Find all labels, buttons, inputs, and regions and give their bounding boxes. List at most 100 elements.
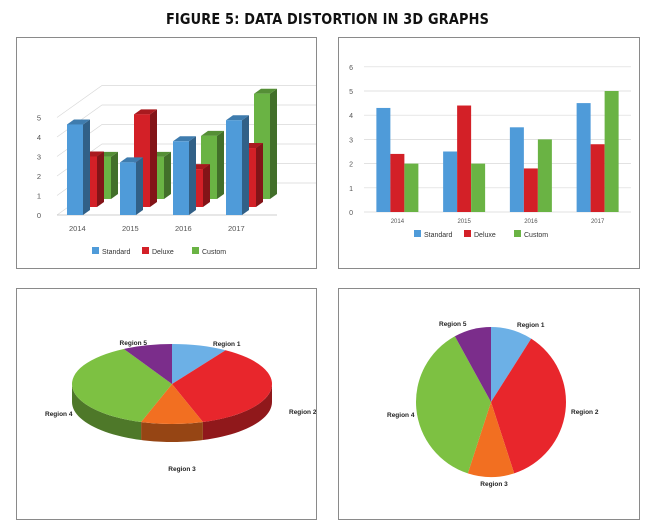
bar-top (67, 119, 90, 125)
legend-swatch-standard (92, 247, 99, 254)
bar-side (217, 130, 224, 199)
x-tick-label: 2016 (175, 224, 192, 233)
y-tick-label: 0 (349, 210, 353, 217)
slice-region-2 (491, 338, 566, 474)
legend-swatch-standard (414, 230, 421, 237)
y-tick-label: 4 (349, 113, 353, 120)
y-tick-label: 2 (37, 172, 41, 181)
3d-pie-chart: Region 1 Region 2 Region 3 Region 4 Region 5 (45, 340, 316, 473)
x-tick-label: 2014 (391, 219, 405, 225)
bar-side (270, 88, 277, 199)
bar-front (67, 124, 83, 215)
slice-label-region-1: Region 1 (213, 341, 241, 348)
bar-standard-2014 (67, 119, 90, 215)
slice-region-1 (491, 327, 532, 402)
bar-top (120, 157, 143, 163)
slice-region-2 (172, 350, 273, 423)
bar-side (83, 119, 90, 215)
slice-region-4 (416, 336, 491, 474)
3d-bar-chart: 0 1 2 3 4 5 2014 2015 2016 2017 Standard Deluxe Cust… (37, 85, 316, 256)
slice-label-region-2: Region 2 (571, 409, 599, 416)
bar-standard-2016 (509, 127, 524, 212)
slice-label-region-2: Region 2 (289, 409, 316, 416)
bar-side (136, 157, 143, 215)
x-tick-label: 2017 (228, 224, 245, 233)
bar-front (226, 120, 242, 215)
bar-standard-2015 (120, 157, 143, 215)
slice-label-region-4: Region 4 (387, 412, 415, 419)
bar-side (203, 164, 210, 207)
panel-2d-pie-chart: Region 1 Region 2 Region 3 Region 4 Region 5 (338, 288, 640, 520)
y-tick-label: 1 (349, 186, 353, 193)
slice-region-4 (71, 348, 172, 423)
bar-side (256, 143, 263, 207)
legend-label-deluxe: Deluxe (152, 249, 174, 256)
panel-2d-bar-chart: 0 1 2 3 4 5 6 2014 2015 2016 2017 Standard Deluxe Cus… (338, 37, 640, 269)
y-tick-label: 5 (349, 89, 353, 96)
legend-label-standard: Standard (102, 249, 131, 256)
bar-standard-2016 (173, 136, 196, 215)
bar-side (164, 151, 171, 199)
legend-label-deluxe: Deluxe (474, 232, 496, 239)
bar-top (201, 130, 224, 136)
panel-3d-pie-chart: Region 1 Region 2 Region 3 Region 4 Region 5 (16, 288, 317, 520)
bar-side (242, 115, 249, 215)
bar-top (226, 115, 249, 121)
bar-standard-2014 (376, 107, 391, 212)
legend-swatch-deluxe (464, 230, 471, 237)
panel-3d-bar-chart: 0 1 2 3 4 5 2014 2015 2016 2017 Standard Deluxe Cust… (16, 37, 317, 269)
bar-standard-2017 (576, 103, 591, 212)
bar-top (254, 88, 277, 94)
2d-pie-chart: Region 1 Region 2 Region 3 Region 4 Region 5 (387, 321, 599, 488)
slice-region-5 (123, 344, 172, 384)
slice-label-region-4: Region 4 (45, 411, 73, 418)
gridline (56, 104, 316, 138)
2d-bar-chart: 0 1 2 3 4 5 6 2014 2015 2016 2017 Standard Deluxe Cus… (349, 65, 631, 239)
figure-title: FIGURE 5: DATA DISTORTION IN 3D GRAPHS (165, 10, 490, 28)
x-tick-label: 2015 (122, 224, 139, 233)
bar-standard-2017 (226, 115, 249, 215)
slice-region-3 (467, 402, 515, 477)
y-tick-label: 2 (349, 162, 353, 169)
x-tick-label: 2017 (591, 219, 605, 225)
x-tick-label: 2016 (524, 219, 538, 225)
slice-label-region-3: Region 3 (480, 481, 508, 488)
legend-swatch-deluxe (142, 247, 149, 254)
legend-swatch-custom (192, 247, 199, 254)
bar-custom-2016 (537, 139, 552, 212)
bar-deluxe-2016 (523, 168, 538, 212)
x-tick-label: 2014 (69, 224, 86, 233)
legend-swatch-custom (514, 230, 521, 237)
bar-top (173, 136, 196, 142)
slice-label-region-5: Region 5 (120, 340, 148, 347)
bar-custom-2014 (404, 163, 419, 212)
bar-top (134, 109, 157, 115)
slice-side-region-4 (72, 384, 142, 441)
slice-side-region-3 (141, 422, 203, 442)
bar-side (150, 109, 157, 207)
bar-side (111, 151, 118, 199)
bar-deluxe-2017 (590, 144, 605, 212)
bar-side (97, 151, 104, 207)
bar-front (173, 141, 189, 215)
legend-label-standard: Standard (424, 232, 453, 239)
slice-region-3 (141, 384, 203, 424)
slice-label-region-3: Region 3 (168, 466, 196, 473)
y-tick-label: 0 (37, 211, 41, 220)
slice-label-region-1: Region 1 (517, 322, 545, 329)
bar-custom-2015 (471, 163, 486, 212)
slice-region-1 (172, 344, 226, 384)
bar-deluxe-2015 (457, 105, 472, 212)
slice-region-5 (454, 327, 491, 402)
bar-custom-2017 (604, 91, 619, 212)
bar-standard-2015 (443, 151, 458, 212)
y-tick-label: 1 (37, 192, 41, 201)
bar-side (189, 136, 196, 215)
legend-label-custom: Custom (202, 249, 226, 256)
x-tick-label: 2015 (457, 219, 471, 225)
y-tick-label: 3 (349, 137, 353, 144)
gridline (56, 85, 316, 118)
bar-front (120, 162, 136, 215)
slice-side-region-2 (202, 384, 272, 441)
y-tick-label: 5 (37, 114, 41, 123)
